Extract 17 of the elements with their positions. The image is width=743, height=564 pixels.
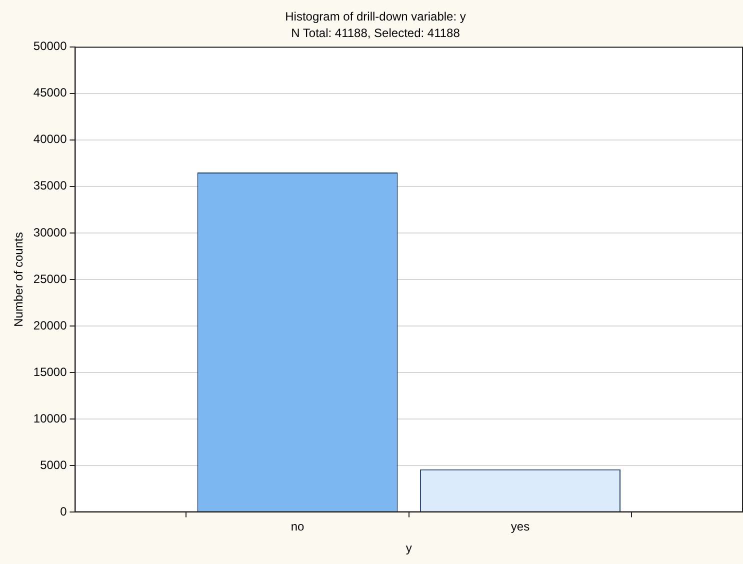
y-tick-label: 50000 bbox=[33, 39, 68, 54]
y-tick-label: 25000 bbox=[33, 272, 68, 286]
x-tick-label: no bbox=[290, 520, 305, 534]
chart-subtitle: N Total: 41188, Selected: 41188 bbox=[291, 26, 460, 40]
y-tick-label: 30000 bbox=[33, 225, 68, 240]
x-axis-title: y bbox=[406, 541, 412, 556]
y-tick-label: 10000 bbox=[33, 411, 68, 426]
y-tick-label: 15000 bbox=[33, 364, 68, 379]
y-tick-label: 20000 bbox=[33, 318, 68, 332]
chart-title: Histogram of drill-down variable: y bbox=[285, 10, 466, 24]
y-tick-label: 5000 bbox=[40, 458, 68, 472]
y-tick-label: 45000 bbox=[33, 86, 68, 100]
y-tick-label: 40000 bbox=[33, 132, 68, 146]
y-axis-title: Number of counts bbox=[12, 232, 26, 327]
x-tick-label: yes bbox=[510, 520, 530, 534]
y-tick-label: 35000 bbox=[33, 178, 68, 193]
y-tick-label: 0 bbox=[60, 504, 68, 519]
